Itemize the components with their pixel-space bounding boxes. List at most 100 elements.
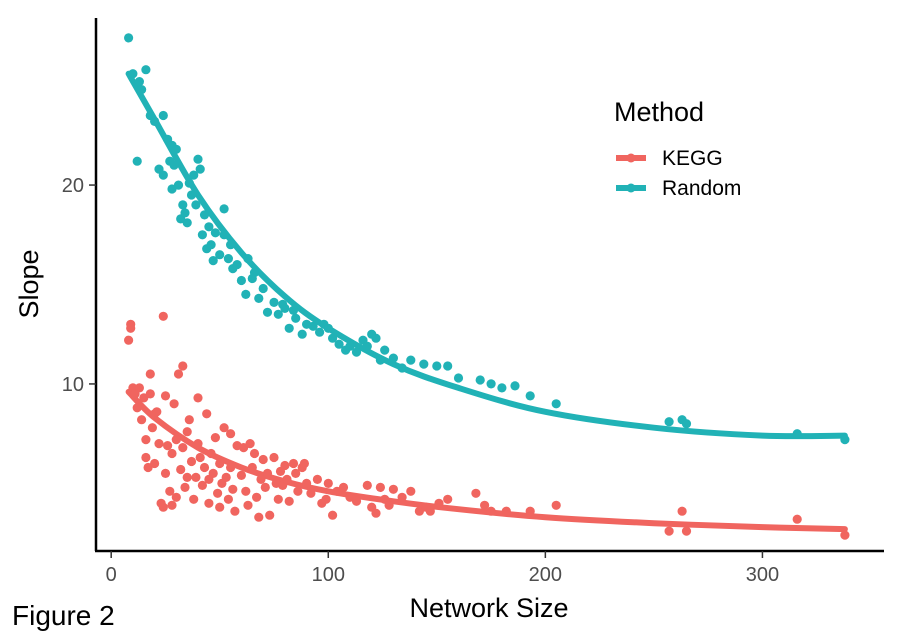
point-kegg-94 [312, 474, 322, 484]
point-kegg-106 [375, 482, 385, 492]
point-kegg-61 [226, 462, 236, 473]
point-kegg-53 [213, 488, 223, 498]
point-kegg-6 [134, 383, 144, 393]
point-kegg-70 [247, 462, 257, 473]
point-kegg-24 [163, 441, 173, 451]
point-kegg-124 [677, 506, 687, 516]
point-random-9 [158, 170, 168, 180]
point-kegg-112 [414, 506, 424, 516]
point-random-39 [226, 240, 236, 250]
point-kegg-92 [302, 478, 312, 488]
point-random-1 [128, 69, 138, 79]
point-random-24 [189, 170, 199, 180]
point-random-44 [243, 254, 253, 264]
point-random-2 [132, 156, 142, 166]
point-kegg-50 [206, 448, 216, 459]
point-random-27 [195, 164, 205, 174]
point-kegg-93 [306, 488, 316, 498]
point-kegg-85 [282, 474, 292, 484]
point-random-19 [178, 200, 188, 210]
point-kegg-58 [221, 472, 231, 482]
point-kegg-62 [228, 484, 238, 494]
point-kegg-40 [189, 494, 199, 504]
point-kegg-37 [182, 472, 192, 482]
legend-label-random: Random [662, 177, 741, 200]
point-kegg-63 [230, 506, 240, 516]
x-tick-label-100: 100 [312, 564, 345, 586]
point-kegg-123 [664, 526, 674, 536]
legend-label-kegg: KEGG [662, 147, 723, 170]
y-axis-ticks: 10 20 [62, 175, 96, 396]
point-kegg-26 [167, 448, 177, 459]
point-random-26 [193, 154, 203, 164]
point-random-82 [486, 379, 496, 389]
point-kegg-78 [265, 510, 275, 520]
point-random-55 [288, 305, 299, 315]
point-random-53 [280, 303, 290, 313]
point-random-81 [475, 375, 485, 385]
point-kegg-32 [176, 464, 186, 475]
point-kegg-21 [158, 502, 168, 512]
point-kegg-38 [184, 415, 194, 425]
point-kegg-86 [284, 496, 294, 506]
point-kegg-110 [397, 492, 407, 502]
point-random-73 [380, 345, 390, 355]
point-kegg-125 [681, 526, 692, 536]
point-random-78 [432, 361, 442, 371]
point-kegg-88 [291, 468, 301, 478]
point-random-60 [315, 327, 325, 337]
point-random-17 [173, 180, 184, 190]
y-tick-label-20: 20 [62, 175, 84, 197]
point-random-34 [210, 228, 220, 238]
point-kegg-96 [321, 494, 331, 504]
point-kegg-67 [241, 486, 251, 496]
point-kegg-42 [193, 393, 203, 403]
point-random-47 [254, 293, 264, 303]
data-points [124, 33, 850, 540]
point-random-89 [681, 419, 692, 429]
point-kegg-7 [137, 415, 147, 425]
point-random-41 [232, 260, 242, 270]
point-kegg-81 [273, 494, 283, 504]
x-axis-ticks: 0 100 200 300 [106, 551, 779, 586]
point-kegg-31 [173, 369, 184, 379]
point-random-56 [291, 313, 301, 323]
point-random-5 [141, 65, 151, 75]
point-kegg-69 [245, 439, 255, 449]
point-random-77 [419, 359, 429, 369]
point-kegg-114 [425, 506, 435, 516]
point-random-83 [497, 383, 507, 393]
point-kegg-60 [226, 429, 236, 439]
point-random-43 [241, 289, 251, 299]
point-kegg-121 [525, 506, 535, 516]
figure-caption: Figure 2 [12, 600, 115, 631]
point-random-72 [375, 355, 385, 365]
point-random-51 [273, 309, 283, 319]
point-kegg-35 [180, 482, 190, 492]
point-random-36 [219, 204, 229, 214]
point-random-20 [180, 208, 190, 218]
legend: Method KEGG Random [614, 97, 741, 200]
point-kegg-109 [388, 484, 398, 494]
point-kegg-89 [293, 486, 303, 496]
point-random-7 [150, 116, 160, 126]
point-kegg-115 [434, 498, 444, 508]
x-tick-label-0: 0 [106, 564, 117, 586]
y-tick-label-10: 10 [62, 374, 84, 396]
point-random-54 [284, 323, 294, 333]
point-random-49 [262, 307, 273, 317]
point-kegg-12 [145, 369, 155, 379]
point-kegg-43 [193, 439, 203, 449]
point-random-50 [269, 297, 279, 307]
point-random-84 [510, 381, 520, 391]
point-kegg-91 [299, 458, 309, 469]
point-kegg-97 [323, 478, 333, 488]
point-kegg-111 [406, 486, 416, 496]
point-kegg-27 [167, 500, 177, 510]
point-kegg-2 [126, 323, 136, 333]
point-kegg-41 [191, 472, 201, 482]
point-kegg-22 [160, 391, 171, 401]
point-kegg-33 [178, 361, 188, 371]
point-kegg-75 [258, 454, 268, 465]
point-random-57 [297, 329, 307, 339]
